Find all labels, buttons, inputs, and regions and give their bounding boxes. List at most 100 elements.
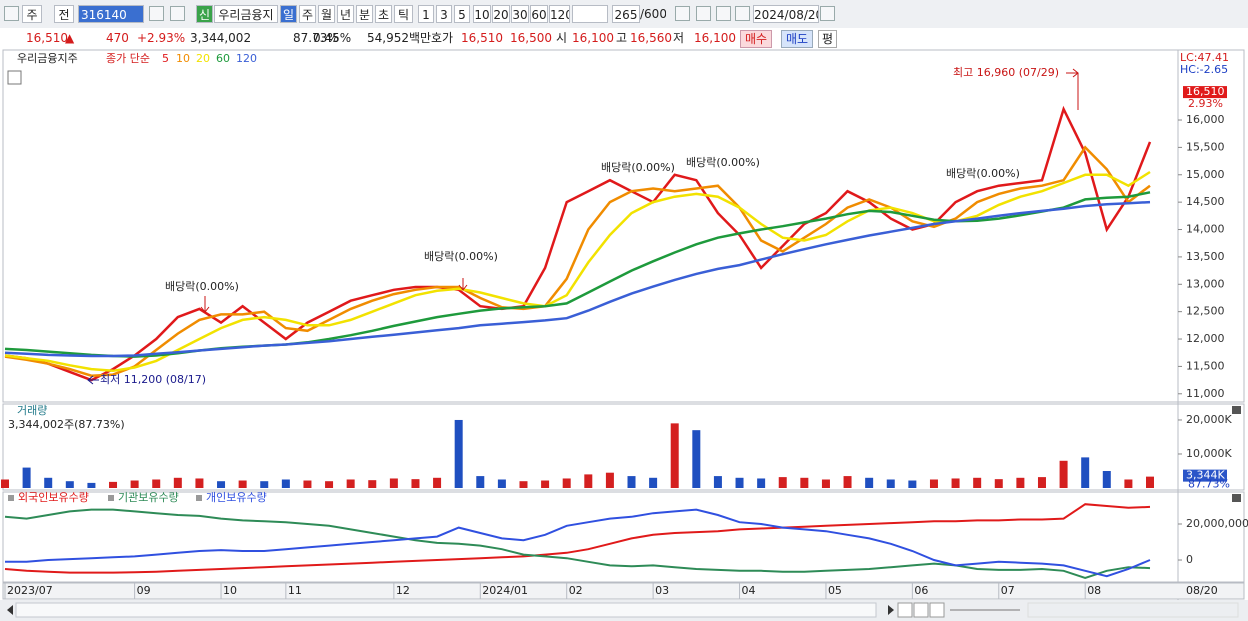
toolbar-item[interactable]: 120: [549, 5, 570, 23]
x-tick-label: 02: [569, 584, 583, 597]
info-item: 16,100: [572, 31, 614, 45]
legend-entry: 개인보유수량: [206, 491, 267, 504]
scroll-track[interactable]: [15, 602, 877, 618]
search-icon[interactable]: [149, 6, 164, 21]
toolbar-item[interactable]: 초: [375, 5, 392, 23]
volume-bar: [1081, 457, 1090, 488]
volume-bar: [1146, 476, 1154, 488]
info-item: 54,952백만: [367, 31, 432, 45]
tool-icon[interactable]: [675, 6, 690, 21]
toolbar-item[interactable]: 틱: [394, 5, 413, 23]
volume-bar: [44, 477, 53, 488]
toolbar-item[interactable]: 분: [356, 5, 373, 23]
info-item: 16,510: [26, 31, 68, 45]
volume-bar: [454, 419, 463, 488]
toolbar-item[interactable]: 3: [436, 5, 452, 23]
x-axis-row: [2, 582, 1245, 600]
x-tick-label: 04: [742, 584, 756, 597]
toolbar-item[interactable]: 우리금융지: [214, 5, 278, 23]
menu-icon[interactable]: [4, 6, 19, 21]
toolbar-item[interactable]: 주: [22, 5, 42, 23]
calendar-icon[interactable]: [820, 6, 835, 21]
scroll-right[interactable]: [888, 605, 894, 615]
volume-bar: [303, 480, 312, 488]
info-item: ▲: [65, 31, 75, 45]
volume-bar: [843, 476, 852, 488]
pane-close[interactable]: [1232, 406, 1241, 414]
series-line: [4, 145, 1151, 377]
info-item: 87.73%: [293, 31, 339, 45]
chart: 11,000 11,500 12,000 12,500 13,000 13,500 14,0…: [0, 48, 1248, 621]
save-icon[interactable]: [716, 6, 731, 21]
toolbar-item[interactable]: 월: [318, 5, 335, 23]
tool-strip[interactable]: [1027, 602, 1239, 618]
toolbar-item[interactable]: 신: [196, 5, 213, 23]
x-tick-label: 08: [1087, 584, 1101, 597]
volume-bar: [757, 478, 766, 488]
legend-swatch: [8, 495, 14, 501]
rewind-button[interactable]: [897, 602, 913, 618]
toolbar-item[interactable]: 5: [454, 5, 470, 23]
volume-bar: [22, 467, 31, 488]
toolbar-item[interactable]: 년: [337, 5, 354, 23]
annotation: 배당락(0.00%): [165, 280, 239, 293]
series-line: [5, 508, 1151, 578]
volume-bar: [260, 481, 269, 488]
toolbar-item[interactable]: 265: [612, 5, 640, 23]
y-tick-label: 13,500: [1186, 250, 1225, 263]
toolbar-item[interactable]: 30: [511, 5, 529, 23]
volume-bar: [368, 480, 377, 488]
volume-bar: [1102, 470, 1111, 488]
info-item: 시: [556, 31, 568, 45]
series-line: [4, 503, 1151, 574]
scroll-left[interactable]: [7, 605, 13, 615]
volume-bar: [281, 479, 290, 488]
settings-icon[interactable]: [735, 6, 750, 21]
volume-bar: [130, 480, 139, 488]
volume-bar: [1037, 477, 1046, 488]
toolbar-item[interactable]: 일: [280, 5, 297, 23]
info-item: 470: [106, 31, 129, 45]
volume-bar: [627, 476, 636, 488]
pane-close[interactable]: [1232, 494, 1241, 502]
forward-button[interactable]: [929, 602, 945, 618]
toolbar-item[interactable]: 316140: [78, 5, 144, 23]
stop-button[interactable]: [913, 602, 929, 618]
holdings-pane: [2, 491, 1245, 583]
info-item[interactable]: 평: [818, 30, 838, 48]
tool-icon[interactable]: [696, 6, 711, 21]
y-tick-label: 15,000: [1186, 168, 1225, 181]
volume-bar: [152, 479, 161, 488]
indicator-name: 종가 단순: [106, 52, 150, 65]
volume-bar: [109, 481, 118, 488]
x-tick-label: 11: [288, 584, 302, 597]
info-item[interactable]: 매수: [740, 30, 773, 48]
toolbar-item[interactable]: 전: [54, 5, 74, 23]
volume-bar: [994, 479, 1003, 488]
legend-entry: 5: [162, 52, 169, 65]
annotation-arrow: [200, 296, 210, 313]
sound-icon[interactable]: [170, 6, 185, 21]
volume-bar: [605, 472, 614, 488]
x-tick-label: 07: [1001, 584, 1015, 597]
toolbar-item[interactable]: 2024/08/20: [753, 5, 819, 23]
toolbar-item[interactable]: /600: [640, 7, 666, 21]
volume-bar: [195, 478, 204, 488]
toolbar-item[interactable]: 주: [299, 5, 316, 23]
y-tick-label: 11,500: [1186, 359, 1225, 372]
toolbar-item[interactable]: 20: [492, 5, 510, 23]
y-tick-label: 20,000K: [1186, 413, 1232, 426]
annotation-arrow: [1066, 68, 1079, 110]
toolbar-item[interactable]: 10: [473, 5, 491, 23]
volume-bar: [649, 477, 658, 488]
info-item[interactable]: 매도: [781, 30, 814, 48]
empty-dropdown[interactable]: [572, 5, 608, 23]
hc-label: HC:-2.65: [1180, 63, 1228, 76]
calendar-icon[interactable]: [7, 70, 22, 85]
volume-bar: [713, 476, 722, 488]
toolbar-item[interactable]: 60: [530, 5, 548, 23]
last-price-label: 16,510: [1186, 85, 1225, 98]
toolbar-item[interactable]: 1: [418, 5, 434, 23]
toolbar: 주전316140신우리금융지일주월년분초틱13510203060120265/6…: [0, 0, 1248, 29]
